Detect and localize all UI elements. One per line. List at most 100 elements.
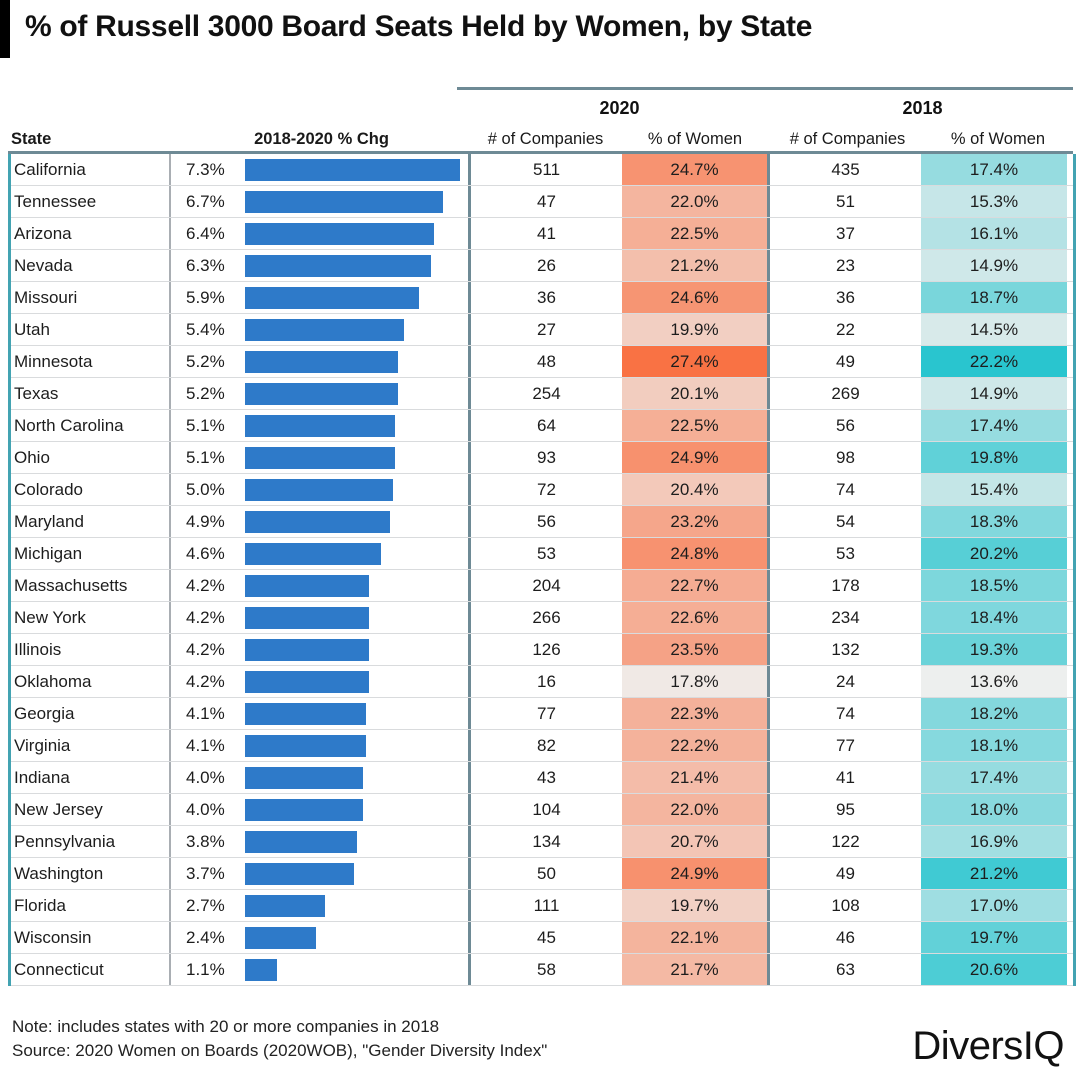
pct-women-2018-cell: 17.4% <box>921 154 1067 185</box>
state-cell: Arizona <box>11 218 171 249</box>
companies-2020-cell: 254 <box>532 384 561 403</box>
table-row: New Jersey 4.0% 104 22.0% 95 18.0% <box>11 794 1073 826</box>
pct-women-2020-cell: 20.4% <box>622 474 770 505</box>
companies-2018-cell: 22 <box>836 320 855 339</box>
pct-women-2018-cell: 20.2% <box>921 538 1067 569</box>
column-header-state: State <box>11 130 52 148</box>
companies-2020-cell: 27 <box>537 320 556 339</box>
table-row: Virginia 4.1% 82 22.2% 77 18.1% <box>11 730 1073 762</box>
chg-bar-cell <box>245 314 471 345</box>
chg-bar <box>245 735 366 757</box>
chg-value-cell: 4.6% <box>186 544 225 563</box>
header-bottom-rule <box>8 151 1073 154</box>
table-row: Ohio 5.1% 93 24.9% 98 19.8% <box>11 442 1073 474</box>
chg-bar <box>245 607 369 629</box>
companies-2018-cell: 53 <box>836 544 855 563</box>
state-cell: Florida <box>11 890 171 921</box>
state-cell: Wisconsin <box>11 922 171 953</box>
state-cell: Georgia <box>11 698 171 729</box>
table-row: Georgia 4.1% 77 22.3% 74 18.2% <box>11 698 1073 730</box>
companies-2018-cell: 49 <box>836 864 855 883</box>
table-row: Nevada 6.3% 26 21.2% 23 14.9% <box>11 250 1073 282</box>
pct-women-2020-cell: 20.7% <box>622 826 770 857</box>
companies-2020-cell: 26 <box>537 256 556 275</box>
state-cell: Nevada <box>11 250 171 281</box>
table-row: Washington 3.7% 50 24.9% 49 21.2% <box>11 858 1073 890</box>
pct-women-2020-cell: 21.2% <box>622 250 770 281</box>
chg-bar-cell <box>245 794 471 825</box>
companies-2020-cell: 82 <box>537 736 556 755</box>
chg-value-cell: 3.8% <box>186 832 225 851</box>
pct-women-2018-cell: 22.2% <box>921 346 1067 377</box>
table-row: Oklahoma 4.2% 16 17.8% 24 13.6% <box>11 666 1073 698</box>
pct-women-2018-cell: 16.1% <box>921 218 1067 249</box>
chg-value-cell: 6.3% <box>186 256 225 275</box>
companies-2020-cell: 93 <box>537 448 556 467</box>
companies-2018-cell: 41 <box>836 768 855 787</box>
state-cell: Oklahoma <box>11 666 171 697</box>
table-row: California 7.3% 511 24.7% 435 17.4% <box>11 154 1073 186</box>
companies-2018-cell: 435 <box>831 160 860 179</box>
chg-bar <box>245 575 369 597</box>
companies-2018-cell: 74 <box>836 704 855 723</box>
chg-value-cell: 5.2% <box>186 352 225 371</box>
chg-bar <box>245 447 396 469</box>
pct-women-2018-cell: 14.5% <box>921 314 1067 345</box>
pct-women-2020-cell: 22.1% <box>622 922 770 953</box>
table-row: Arizona 6.4% 41 22.5% 37 16.1% <box>11 218 1073 250</box>
pct-women-2018-cell: 18.2% <box>921 698 1067 729</box>
chg-bar-cell <box>245 506 471 537</box>
pct-women-2020-cell: 21.7% <box>622 954 770 985</box>
pct-women-2020-cell: 24.6% <box>622 282 770 313</box>
pct-women-2018-cell: 17.4% <box>921 410 1067 441</box>
table-row: Massachusetts 4.2% 204 22.7% 178 18.5% <box>11 570 1073 602</box>
state-cell: New Jersey <box>11 794 171 825</box>
column-header-women-2018: % of Women <box>950 130 1046 148</box>
group-header-2018: 2018 <box>902 98 943 118</box>
pct-women-2020-cell: 22.5% <box>622 218 770 249</box>
chg-value-cell: 3.7% <box>186 864 225 883</box>
chg-bar <box>245 159 461 181</box>
table-row: North Carolina 5.1% 64 22.5% 56 17.4% <box>11 410 1073 442</box>
chg-bar <box>245 223 434 245</box>
companies-2020-cell: 45 <box>537 928 556 947</box>
companies-2020-cell: 111 <box>533 896 560 915</box>
chg-bar-cell <box>245 378 471 409</box>
companies-2018-cell: 234 <box>831 608 860 627</box>
table-row: Maryland 4.9% 56 23.2% 54 18.3% <box>11 506 1073 538</box>
companies-2018-cell: 98 <box>836 448 855 467</box>
chg-bar <box>245 479 393 501</box>
pct-women-2018-cell: 16.9% <box>921 826 1067 857</box>
chg-bar-cell <box>245 858 471 889</box>
group-header-rule <box>457 87 1073 90</box>
chg-bar <box>245 543 381 565</box>
companies-2018-cell: 269 <box>831 384 860 403</box>
state-cell: Connecticut <box>11 954 171 985</box>
pct-women-2018-cell: 18.4% <box>921 602 1067 633</box>
chg-value-cell: 4.2% <box>186 576 225 595</box>
table-row: Minnesota 5.2% 48 27.4% 49 22.2% <box>11 346 1073 378</box>
state-cell: North Carolina <box>11 410 171 441</box>
state-cell: Texas <box>11 378 171 409</box>
chg-bar <box>245 767 363 789</box>
state-cell: Utah <box>11 314 171 345</box>
companies-2020-cell: 53 <box>537 544 556 563</box>
table-row: Missouri 5.9% 36 24.6% 36 18.7% <box>11 282 1073 314</box>
chg-bar <box>245 191 443 213</box>
diversiq-logo: DiversIQ <box>912 1024 1064 1068</box>
pct-women-2020-cell: 22.7% <box>622 570 770 601</box>
chg-bar <box>245 383 399 405</box>
table-body: California 7.3% 511 24.7% 435 17.4% Tennessee 6… <box>8 154 1076 986</box>
note-text: Note: includes states with 20 or more co… <box>12 1017 440 1036</box>
companies-2020-cell: 204 <box>532 576 561 595</box>
pct-women-2018-cell: 18.3% <box>921 506 1067 537</box>
chg-bar-cell <box>245 218 471 249</box>
chg-bar-cell <box>245 634 471 665</box>
pct-women-2020-cell: 17.8% <box>622 666 770 697</box>
state-cell: Virginia <box>11 730 171 761</box>
chg-value-cell: 4.9% <box>186 512 225 531</box>
companies-2020-cell: 134 <box>532 832 561 851</box>
companies-2020-cell: 104 <box>532 800 561 819</box>
chg-value-cell: 5.2% <box>186 384 225 403</box>
table-row: Colorado 5.0% 72 20.4% 74 15.4% <box>11 474 1073 506</box>
